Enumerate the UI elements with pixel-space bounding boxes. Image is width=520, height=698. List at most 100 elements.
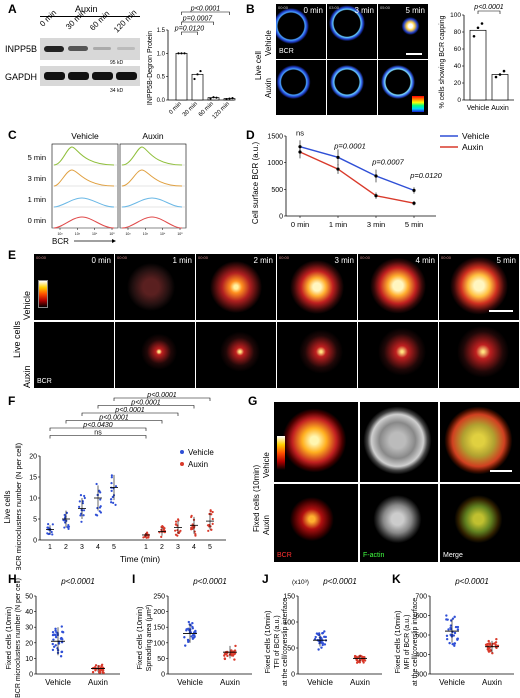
sig-label: p<0.0001 — [473, 4, 503, 11]
row-label: Vehicle — [22, 290, 32, 320]
histogram-curve — [53, 216, 115, 229]
sig-label: ns — [94, 430, 102, 437]
panel-letter: I — [132, 572, 136, 586]
data-point — [445, 637, 449, 641]
data-point — [362, 659, 365, 662]
data-point — [94, 669, 97, 672]
data-point — [453, 644, 456, 647]
data-point — [81, 502, 84, 505]
panel-letter: C — [8, 128, 17, 142]
row-label: Vehicle — [262, 452, 271, 478]
g-auxin-bcr: BCR — [274, 484, 358, 562]
side-label: Fixed cells (10min) — [393, 610, 402, 673]
data-point — [355, 658, 358, 662]
x-tick-label: 2 — [64, 544, 68, 551]
data-point — [54, 627, 57, 630]
data-point — [494, 641, 498, 644]
histogram-curve — [53, 197, 115, 208]
data-point — [223, 657, 227, 661]
data-point — [374, 174, 378, 178]
data-point — [210, 513, 213, 516]
sig-bracket — [477, 10, 501, 14]
timestamp: 03:00 — [329, 5, 340, 10]
panel-letter: A — [8, 2, 17, 16]
data-point — [223, 654, 226, 657]
x-tick-label: Vehicle — [439, 678, 465, 687]
e-vehicle-frame: 00:00 5 min — [439, 254, 519, 320]
data-point — [314, 635, 317, 639]
data-point — [454, 625, 458, 629]
blot-row-label: GAPDH — [5, 72, 38, 82]
data-point — [52, 638, 55, 641]
x-tick-label: 0 min — [168, 101, 183, 116]
x-tick-label: 10³ — [143, 232, 149, 236]
time-label: 4 min — [415, 256, 435, 265]
data-point — [95, 482, 98, 486]
data-point — [100, 664, 103, 668]
y-tick-label: 150 — [283, 594, 295, 601]
data-point — [448, 641, 451, 645]
x-tick-label: Auxin — [88, 678, 108, 687]
sig-label: p<0.0430 — [82, 422, 112, 429]
e-grid: 00:00 0 min 00:00 1 min 00:00 2 min 00:00 3 min… — [34, 254, 520, 390]
data-point — [114, 485, 118, 488]
data-point — [101, 669, 105, 672]
data-point — [177, 519, 180, 522]
e-vehicle-frame: 00:00 2 min — [196, 254, 276, 320]
x-tick-label: 4 — [192, 544, 196, 551]
data-point — [209, 97, 212, 100]
data-point — [487, 639, 490, 643]
y-axis-label: % cells showing BCR capping — [439, 15, 446, 108]
data-point — [320, 646, 323, 649]
data-point — [82, 509, 86, 512]
timestamp: 00:00 — [36, 255, 47, 260]
side-label: Live cells — [12, 320, 22, 358]
data-point — [98, 671, 102, 674]
data-point — [360, 655, 363, 658]
micrograph-vehicle-3: 03:00 3 min — [327, 4, 377, 59]
data-point — [56, 631, 59, 635]
timestamp: 00:00 — [441, 255, 452, 260]
legend-label: Vehicle — [188, 448, 214, 457]
data-point — [59, 655, 63, 658]
time-label: 2 min — [253, 256, 273, 265]
x-tick-label: 10³ — [57, 232, 63, 236]
bar — [469, 29, 487, 101]
y-tick-label: 250 — [153, 594, 165, 601]
data-point — [412, 188, 416, 192]
row-label: 0 min — [28, 216, 46, 225]
time-label: 0 min — [91, 256, 111, 265]
sig-label: p<0.0001 — [146, 392, 176, 399]
y-tick-label: 50 — [25, 594, 33, 601]
time-label: 120 min — [112, 7, 139, 35]
channel-label: Merge — [443, 552, 463, 559]
y-axis-label: MFI of BCR (a.u.) — [404, 615, 411, 670]
data-point — [46, 526, 50, 529]
data-point — [145, 536, 148, 539]
time-label: 3 min — [354, 6, 374, 15]
y-tick-label: 0 — [33, 538, 37, 545]
data-point — [449, 634, 453, 637]
data-point — [56, 647, 59, 650]
data-point — [67, 524, 70, 527]
histogram-curve — [53, 146, 115, 166]
data-point — [174, 523, 178, 526]
data-point — [318, 642, 321, 645]
data-point — [51, 642, 54, 646]
sig-bracket — [81, 412, 179, 416]
sig-label: p<0.0001 — [60, 577, 95, 586]
g-auxin-merge: Merge — [440, 484, 520, 562]
data-point — [61, 631, 65, 634]
data-point — [80, 520, 83, 523]
data-point — [357, 660, 361, 663]
scale-bar — [489, 310, 513, 312]
e-vehicle-frame: 00:00 0 min — [34, 254, 114, 320]
data-point — [194, 629, 197, 633]
legend-label: Auxin — [188, 460, 208, 469]
data-point — [54, 635, 58, 639]
y-tick-label: 400 — [415, 652, 427, 659]
channel-label: BCR — [277, 552, 292, 559]
g-auxin-factin: F-actin — [360, 484, 438, 562]
x-tick-label: 10³ — [75, 232, 81, 236]
row-label: 3 min — [28, 174, 46, 183]
